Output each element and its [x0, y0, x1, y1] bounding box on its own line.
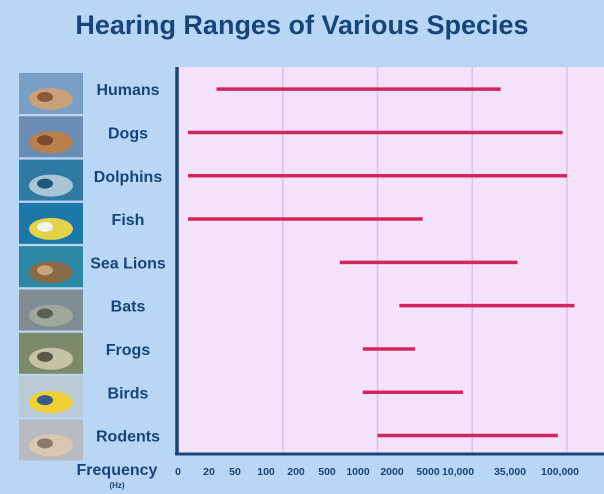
x-tick-label: 500 — [318, 466, 336, 478]
category-label: Bats — [111, 299, 146, 316]
category-label: Humans — [96, 82, 159, 99]
x-tick-label: 35,000 — [494, 466, 526, 478]
x-axis-unit: (Hz) — [109, 481, 124, 490]
range-bars — [188, 87, 575, 438]
x-tick-labels: 0 20 50 100 200 500 1000 2000 5000 10,000 35,000 10… — [175, 466, 579, 478]
x-tick-label: 2000 — [380, 466, 404, 478]
x-tick-label: 100,000 — [541, 466, 579, 478]
category-label: Fish — [112, 212, 145, 229]
species-photo-detail — [37, 438, 53, 449]
species-photo-detail — [37, 265, 53, 276]
species-photo-detail — [37, 135, 53, 146]
species-photos — [19, 73, 83, 461]
species-photo-detail — [37, 92, 53, 102]
x-tick-label: 100 — [257, 466, 275, 478]
species-photo-detail — [37, 178, 53, 189]
x-tick-label: 20 — [203, 466, 215, 478]
x-tick-label: 10,000 — [442, 466, 474, 478]
x-tick-label: 5000 — [416, 466, 440, 478]
category-label: Frogs — [106, 342, 151, 359]
species-photo-detail — [37, 351, 53, 362]
category-labels: Humans Dogs Dolphins Fish Sea Lions Bats Frogs… — [90, 82, 166, 445]
x-tick-label: 50 — [229, 466, 241, 478]
x-tick-label: 200 — [287, 466, 305, 478]
category-label: Rodents — [96, 429, 160, 446]
chart-title: Hearing Ranges of Various Species — [75, 10, 529, 40]
category-label: Dolphins — [94, 169, 163, 186]
plot-area — [176, 67, 604, 454]
species-photo-detail — [37, 308, 53, 319]
category-label: Birds — [108, 385, 149, 402]
category-label: Sea Lions — [90, 255, 166, 272]
species-photo-detail — [37, 395, 53, 406]
species-photo-detail — [37, 221, 53, 232]
x-tick-label: 1000 — [346, 466, 370, 478]
category-label: Dogs — [108, 125, 148, 142]
x-axis-label: Frequency — [77, 462, 158, 479]
x-tick-label: 0 — [175, 466, 181, 478]
